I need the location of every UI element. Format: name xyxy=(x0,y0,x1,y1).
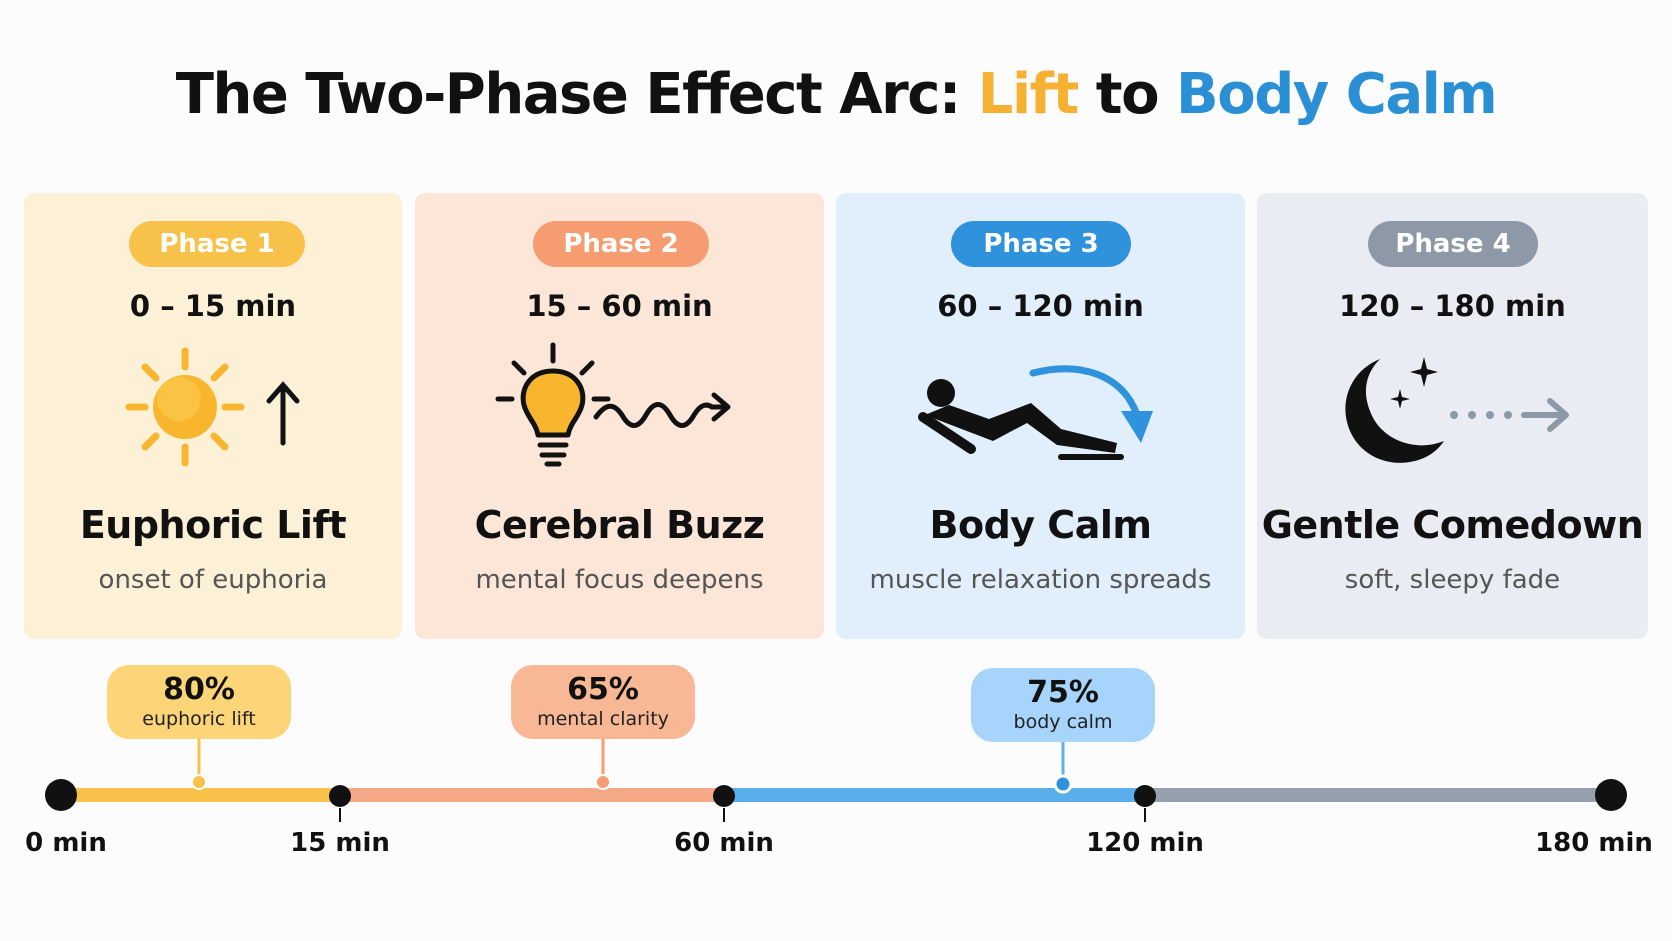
page-title: The Two-Phase Effect Arc: Lift to Body C… xyxy=(0,62,1672,127)
phase-1-desc: onset of euphoria xyxy=(98,565,328,595)
timeline-node-180 xyxy=(1595,779,1627,811)
phase-1-range: 0 – 15 min xyxy=(129,289,297,323)
phase-card-4: Phase 4 120 – 180 min Gentle Comedown so… xyxy=(1257,193,1648,639)
tick-label-60: 60 min xyxy=(674,828,774,858)
moon-stars-icon xyxy=(1328,345,1578,479)
peak-2-dot xyxy=(595,774,611,790)
timeline-node-0 xyxy=(45,779,77,811)
phase-2-name: Cerebral Buzz xyxy=(474,503,765,547)
title-part-2: to xyxy=(1077,62,1177,127)
timeline-node-60 xyxy=(713,785,735,807)
title-highlight-body-calm: Body Calm xyxy=(1176,62,1498,127)
peak-3-dot xyxy=(1053,774,1073,794)
peak-bubble-2: 65% mental clarity xyxy=(511,665,695,739)
peak-3-value: 75% xyxy=(1027,675,1099,710)
phase-3-pill: Phase 3 xyxy=(951,221,1131,267)
phase-2-pill: Phase 2 xyxy=(533,221,709,267)
tick-label-0: 0 min xyxy=(25,828,107,858)
reclining-person-icon xyxy=(911,353,1171,477)
title-highlight-lift: Lift xyxy=(977,62,1080,127)
tick-label-120: 120 min xyxy=(1086,828,1204,858)
peak-bubble-3: 75% body calm xyxy=(971,668,1155,742)
peak-1-value: 80% xyxy=(163,672,235,707)
phase-4-range: 120 – 180 min xyxy=(1339,289,1566,323)
phase-card-2: Phase 2 15 – 60 min Cerebral Buzz mental… xyxy=(415,193,824,639)
peak-2-label: mental clarity xyxy=(537,708,669,730)
phase-3-name: Body Calm xyxy=(929,503,1152,547)
phase-4-pill: Phase 4 xyxy=(1368,221,1538,267)
tick-label-15: 15 min xyxy=(290,828,390,858)
peak-1-dot xyxy=(191,774,207,790)
peak-3-label: body calm xyxy=(1013,711,1113,733)
title-part-1: The Two-Phase Effect Arc: xyxy=(175,62,978,127)
phase-card-1: Phase 1 0 – 15 min Euphoric Lift onset o… xyxy=(24,193,402,639)
phase-3-range: 60 – 120 min xyxy=(937,289,1144,323)
phase-4-desc: soft, sleepy fade xyxy=(1344,565,1561,595)
phase-3-desc: muscle relaxation spreads xyxy=(869,565,1212,595)
phase-card-3: Phase 3 60 – 120 min Body Calm muscle re… xyxy=(836,193,1245,639)
sun-up-arrow-icon xyxy=(113,343,313,477)
peak-bubble-1: 80% euphoric lift xyxy=(107,665,291,739)
phase-2-range: 15 – 60 min xyxy=(526,289,713,323)
peak-2-value: 65% xyxy=(567,672,639,707)
phase-1-pill: Phase 1 xyxy=(129,221,305,267)
phase-1-name: Euphoric Lift xyxy=(79,503,347,547)
timeline-node-120 xyxy=(1134,785,1156,807)
lightbulb-wave-icon xyxy=(490,341,750,475)
phase-4-name: Gentle Comedown xyxy=(1261,503,1644,547)
peak-1-label: euphoric lift xyxy=(142,708,256,730)
phase-2-desc: mental focus deepens xyxy=(475,565,764,595)
tick-label-180: 180 min xyxy=(1535,828,1653,858)
timeline-node-15 xyxy=(329,785,351,807)
